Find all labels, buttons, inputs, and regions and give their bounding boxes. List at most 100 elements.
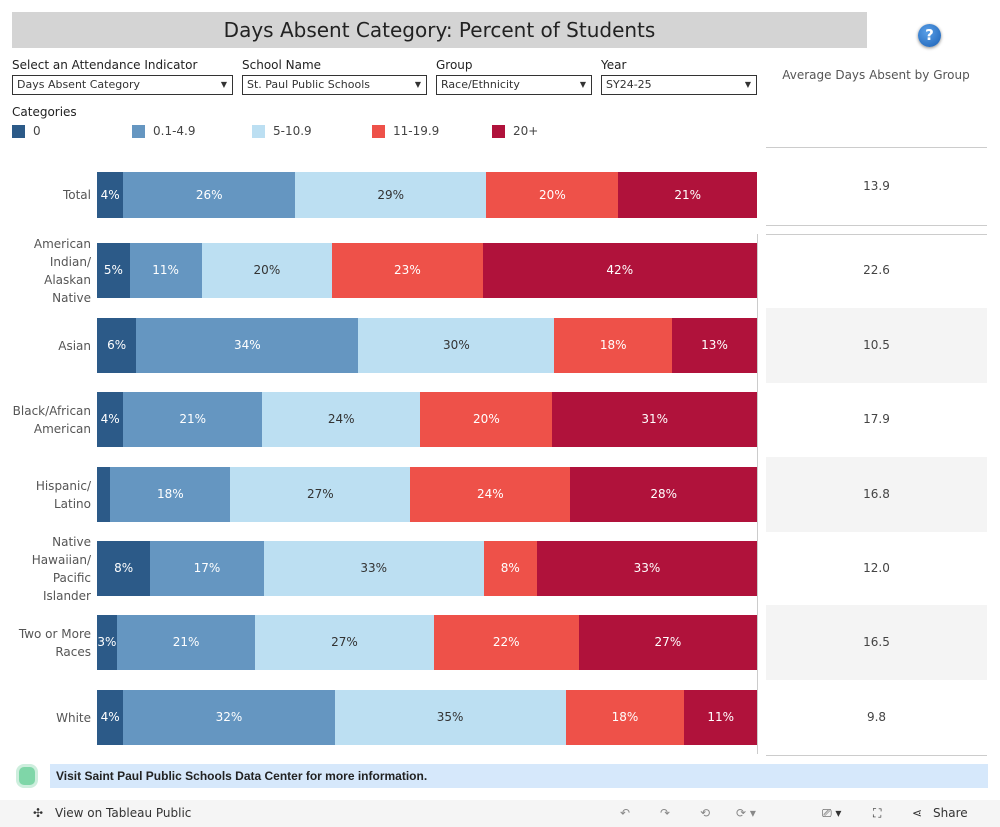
undo-icon[interactable]: ↶ (620, 806, 631, 820)
data-label: 21% (674, 188, 702, 202)
data-label: 6% (107, 338, 127, 352)
data-label: 21% (179, 412, 207, 426)
data-label: 11% (152, 263, 179, 277)
avg-days-value: 17.9 (863, 412, 890, 426)
filter-label: Group (436, 58, 473, 72)
legend-swatch (252, 124, 265, 138)
bar-segment[interactable]: 30% (358, 318, 555, 373)
help-icon[interactable]: ? (918, 24, 941, 47)
bar-segment[interactable]: 18% (554, 318, 673, 373)
data-label: 23% (394, 263, 421, 277)
bar-segment[interactable]: 20% (201, 243, 333, 298)
bar-segment[interactable]: 27% (230, 467, 411, 522)
data-label: 20% (253, 263, 281, 277)
bar-segment[interactable]: 33% (263, 541, 484, 596)
data-center-icon[interactable] (16, 764, 38, 788)
refresh-icon[interactable]: ⟳ ▾ (736, 806, 756, 820)
bar-segment[interactable]: 5% (97, 243, 130, 298)
data-label: 4% (100, 412, 120, 426)
legend-title: Categories (12, 105, 77, 119)
share-button[interactable]: Share (933, 806, 968, 820)
bar-segment[interactable]: 4% (97, 172, 124, 218)
data-label: 4% (100, 710, 120, 724)
bar-segment[interactable]: 20% (486, 172, 619, 218)
bar-segment[interactable]: 24% (262, 392, 421, 447)
bar-segment[interactable]: 23% (332, 243, 483, 298)
bar-segment[interactable]: 22% (433, 615, 579, 670)
bar-segment[interactable] (97, 467, 111, 522)
bar-segment[interactable]: 42% (482, 243, 757, 298)
filter-label: School Name (242, 58, 322, 72)
bar-segment[interactable]: 4% (97, 392, 124, 447)
data-label: 28% (650, 487, 677, 501)
view-on-tableau-link[interactable]: View on Tableau Public (55, 806, 192, 820)
dropdown-arrow-icon: ▼ (579, 80, 586, 89)
divider (766, 225, 987, 226)
filter-dropdown[interactable]: SY24-25 ▼ (601, 75, 757, 95)
bar-segment[interactable]: 27% (255, 615, 434, 670)
bar-segment[interactable]: 11% (129, 243, 202, 298)
data-label: 31% (641, 412, 669, 426)
divider (766, 234, 987, 235)
legend-item[interactable]: 11-19.9 (372, 124, 439, 138)
data-label: 17% (193, 561, 221, 575)
legend-label: 5-10.9 (273, 124, 312, 138)
bar-segment[interactable]: 4% (97, 690, 124, 745)
bar-segment[interactable]: 28% (570, 467, 757, 522)
data-label: 32% (215, 710, 243, 724)
legend-swatch (12, 124, 25, 138)
data-label: 35% (436, 710, 464, 724)
legend-label: 0.1-4.9 (153, 124, 196, 138)
bar-segment[interactable]: 8% (483, 541, 537, 596)
download-icon[interactable]: ⎚ ▾ (822, 806, 842, 820)
data-label: 33% (633, 561, 661, 575)
bar-segment[interactable]: 35% (334, 690, 566, 745)
data-label: 20% (473, 412, 500, 426)
data-label: 24% (327, 412, 355, 426)
legend-item[interactable]: 0 (12, 124, 41, 138)
bar-segment[interactable]: 11% (684, 690, 757, 745)
bar-segment[interactable]: 18% (565, 690, 685, 745)
chart-border (757, 234, 758, 754)
legend-item[interactable]: 20+ (492, 124, 538, 138)
data-center-link[interactable]: Visit Saint Paul Public Schools Data Cen… (50, 764, 988, 788)
bar-segment[interactable]: 3% (97, 615, 117, 670)
bar-segment[interactable]: 8% (97, 541, 151, 596)
bar-segment[interactable]: 21% (618, 172, 757, 218)
bar-segment[interactable]: 20% (420, 392, 553, 447)
bar-segment[interactable]: 18% (110, 467, 231, 522)
row-label: Black/African American (12, 403, 91, 436)
legend-item[interactable]: 0.1-4.9 (132, 124, 196, 138)
bar-segment[interactable]: 13% (672, 318, 757, 373)
bar-segment[interactable]: 32% (123, 690, 335, 745)
filter-dropdown[interactable]: Days Absent Category ▼ (12, 75, 233, 95)
data-label: 18% (156, 487, 184, 501)
bar-segment[interactable]: 27% (578, 615, 757, 670)
bar-segment[interactable]: 17% (150, 541, 264, 596)
legend-swatch (132, 124, 145, 138)
data-label: 8% (500, 561, 520, 575)
redo-icon[interactable]: ↷ (660, 806, 671, 820)
avg-days-value: 13.9 (863, 179, 890, 193)
filter-dropdown[interactable]: St. Paul Public Schools ▼ (242, 75, 427, 95)
share-icon[interactable]: ⋖ (912, 806, 923, 820)
legend-label: 11-19.9 (393, 124, 440, 138)
bar-segment[interactable]: 33% (537, 541, 757, 596)
revert-icon[interactable]: ⟲ (700, 806, 711, 820)
data-label: 42% (606, 263, 634, 277)
bar-segment[interactable]: 31% (552, 392, 757, 447)
legend-item[interactable]: 5-10.9 (252, 124, 312, 138)
bar-segment[interactable]: 6% (97, 318, 137, 373)
data-label: 21% (172, 635, 200, 649)
data-label: 22% (492, 635, 520, 649)
bar-segment[interactable]: 34% (136, 318, 359, 373)
bar-segment[interactable]: 21% (123, 392, 262, 447)
bar-segment[interactable]: 24% (410, 467, 571, 522)
bar-segment[interactable]: 21% (116, 615, 256, 670)
bar-segment[interactable]: 29% (295, 172, 487, 218)
data-label: 29% (377, 188, 405, 202)
fullscreen-icon[interactable]: ⛶ (873, 806, 882, 820)
filter-dropdown[interactable]: Race/Ethnicity ▼ (436, 75, 592, 95)
bar-segment[interactable]: 26% (123, 172, 295, 218)
filter-value: SY24-25 (606, 78, 652, 91)
